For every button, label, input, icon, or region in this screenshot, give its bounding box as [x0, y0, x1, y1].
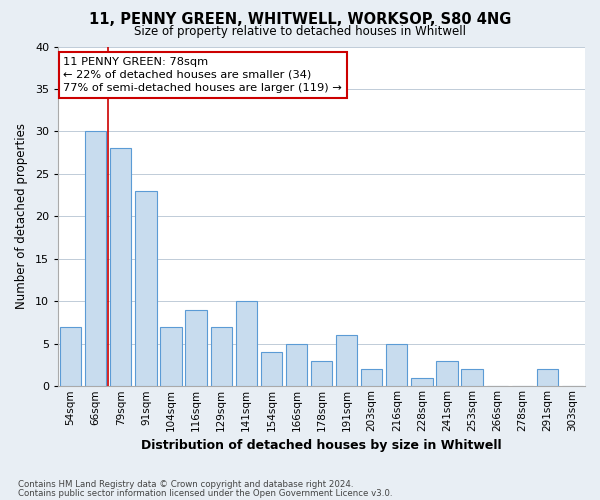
Text: Size of property relative to detached houses in Whitwell: Size of property relative to detached ho…	[134, 25, 466, 38]
Bar	[461, 370, 483, 386]
Bar	[261, 352, 282, 386]
Y-axis label: Number of detached properties: Number of detached properties	[15, 124, 28, 310]
Bar	[160, 327, 182, 386]
Bar	[537, 370, 558, 386]
Bar	[311, 361, 332, 386]
Bar	[110, 148, 131, 386]
Bar	[85, 132, 106, 386]
X-axis label: Distribution of detached houses by size in Whitwell: Distribution of detached houses by size …	[141, 440, 502, 452]
Bar	[411, 378, 433, 386]
Bar	[60, 327, 82, 386]
Bar	[236, 302, 257, 386]
Bar	[185, 310, 207, 386]
Bar	[336, 336, 358, 386]
Bar	[135, 191, 157, 386]
Bar	[386, 344, 407, 387]
Text: 11 PENNY GREEN: 78sqm
← 22% of detached houses are smaller (34)
77% of semi-deta: 11 PENNY GREEN: 78sqm ← 22% of detached …	[64, 56, 342, 93]
Bar	[361, 370, 382, 386]
Text: 11, PENNY GREEN, WHITWELL, WORKSOP, S80 4NG: 11, PENNY GREEN, WHITWELL, WORKSOP, S80 …	[89, 12, 511, 28]
Text: Contains public sector information licensed under the Open Government Licence v3: Contains public sector information licen…	[18, 488, 392, 498]
Text: Contains HM Land Registry data © Crown copyright and database right 2024.: Contains HM Land Registry data © Crown c…	[18, 480, 353, 489]
Bar	[211, 327, 232, 386]
Bar	[436, 361, 458, 386]
Bar	[286, 344, 307, 387]
